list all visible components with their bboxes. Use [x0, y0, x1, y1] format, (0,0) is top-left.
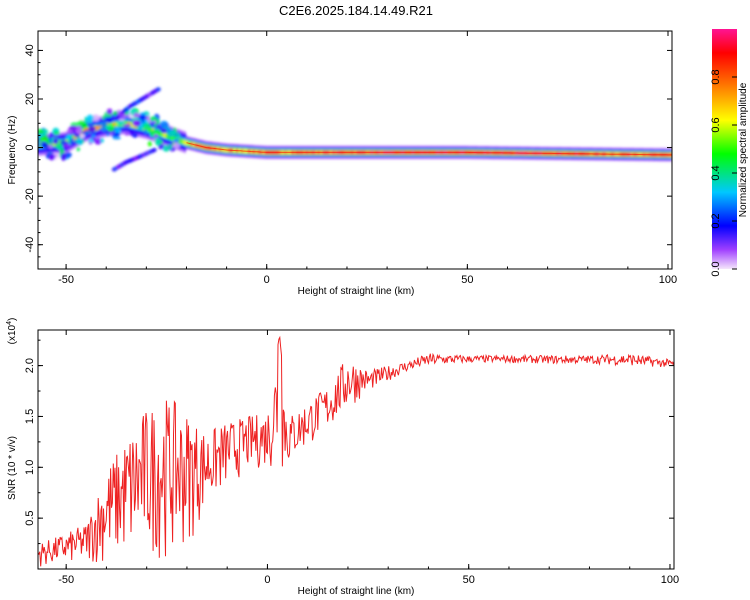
y-tick-label: 0: [24, 145, 36, 151]
snr-y-multiplier: (x104): [6, 318, 18, 345]
snr-x-axis: -50 0 50 100: [58, 330, 679, 586]
y-tick-label: 0.5: [24, 511, 36, 526]
snr-y-axis: 0.5 1.0 1.5 2.0: [24, 339, 674, 545]
colorbar-label: Normalized spectral amplitude: [738, 82, 749, 217]
y-tick-label: 20: [24, 93, 36, 105]
colorbar-tick-label: 0.0: [710, 261, 722, 276]
y-tick-label: 1.5: [24, 409, 36, 424]
y-tick-label: -40: [24, 237, 36, 253]
snr-frame: [37, 329, 675, 570]
x-tick-label: 100: [659, 274, 677, 286]
y-tick-label: 40: [24, 44, 36, 56]
snr-series-line: [38, 335, 674, 567]
x-tick-label: 0: [264, 574, 270, 586]
spectrogram-y-label: Frequency (Hz): [7, 116, 18, 185]
spectrogram-heatmap: [38, 87, 672, 172]
spectrogram-x-label: Height of straight line (km): [298, 286, 415, 297]
x-tick-label: 50: [463, 574, 475, 586]
y-tick-label: 2.0: [24, 358, 36, 373]
y-tick-label: 1.0: [24, 460, 36, 475]
y-tick-label: -20: [24, 188, 36, 204]
chart-title: C2E6.2025.184.14.49.R21: [279, 3, 433, 18]
x-tick-label: 100: [661, 574, 679, 586]
x-tick-label: -50: [58, 274, 74, 286]
x-tick-label: 50: [461, 274, 473, 286]
colorbar-tick-label: 0.8: [710, 69, 722, 84]
snr-plot-area: [38, 335, 674, 567]
colorbar: [712, 29, 737, 269]
spectrogram-frame: [37, 30, 673, 270]
snr-y-label: SNR (10 * v/v): [7, 436, 18, 500]
colorbar-tick-label: 0.2: [710, 213, 722, 228]
colorbar-ticks: 0.0 0.2 0.4 0.6 0.8: [710, 69, 737, 277]
snr-x-label: Height of straight line (km): [298, 586, 415, 597]
x-tick-label: -50: [58, 574, 74, 586]
colorbar-tick-label: 0.6: [710, 117, 722, 132]
spectrogram-y-axis: -40 -20 0 20 40: [24, 44, 672, 270]
colorbar-tick-label: 0.4: [710, 165, 722, 180]
ridge-centerline: [186, 142, 672, 156]
spectrogram-x-axis: -50 0 50 100: [58, 31, 677, 286]
x-tick-label: 0: [264, 274, 270, 286]
